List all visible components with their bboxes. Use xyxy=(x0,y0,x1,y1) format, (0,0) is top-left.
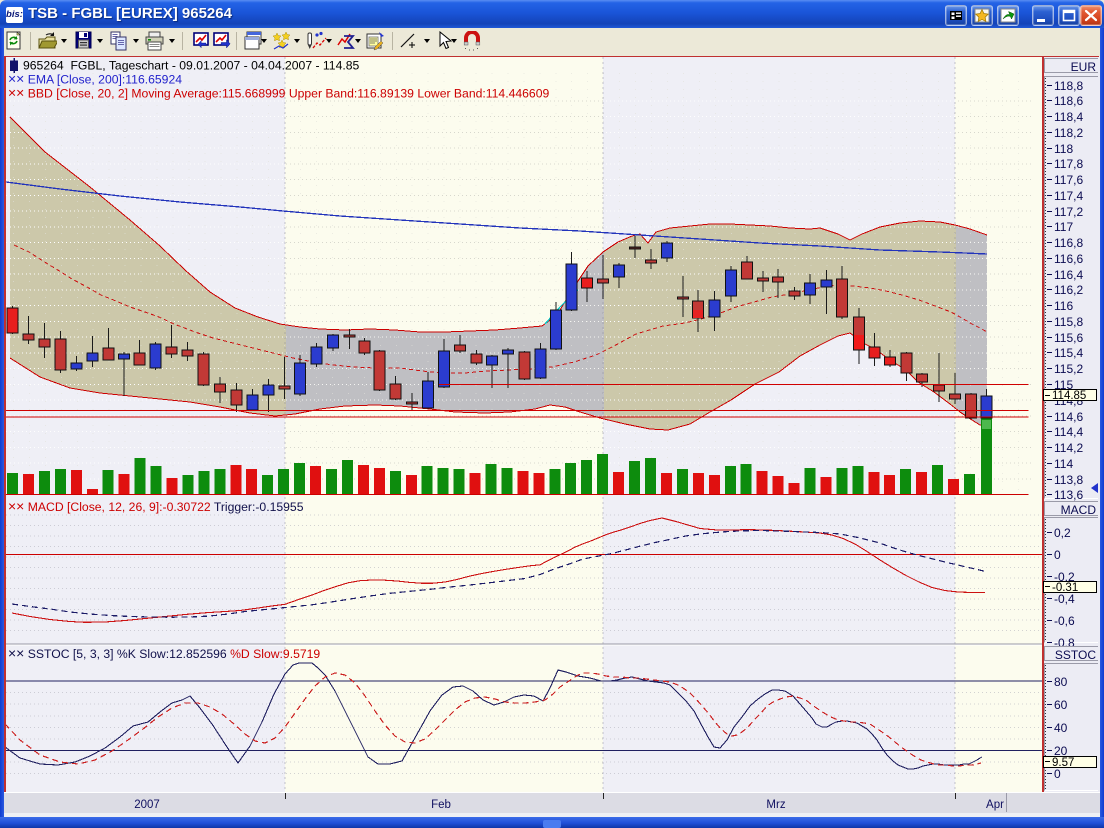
svg-text:965264 FGBL, Tageschart - 09.: 965264 FGBL, Tageschart - 09.01.2007 - 0… xyxy=(23,59,360,73)
svg-text:×× SSTOC [5, 3, 3] %K Slow:12.: ×× SSTOC [5, 3, 3] %K Slow:12.852596 %D … xyxy=(8,645,320,661)
svg-text:×× BBD [Close, 20, 2] Moving A: ×× BBD [Close, 20, 2] Moving Average:115… xyxy=(8,85,549,101)
svg-text:×× MACD [Close, 12, 26, 9]:-0.: ×× MACD [Close, 12, 26, 9]:-0.30722 Trig… xyxy=(8,498,304,514)
svg-text:×× EMA [Close, 200]:116.65924: ×× EMA [Close, 200]:116.65924 xyxy=(8,71,182,87)
